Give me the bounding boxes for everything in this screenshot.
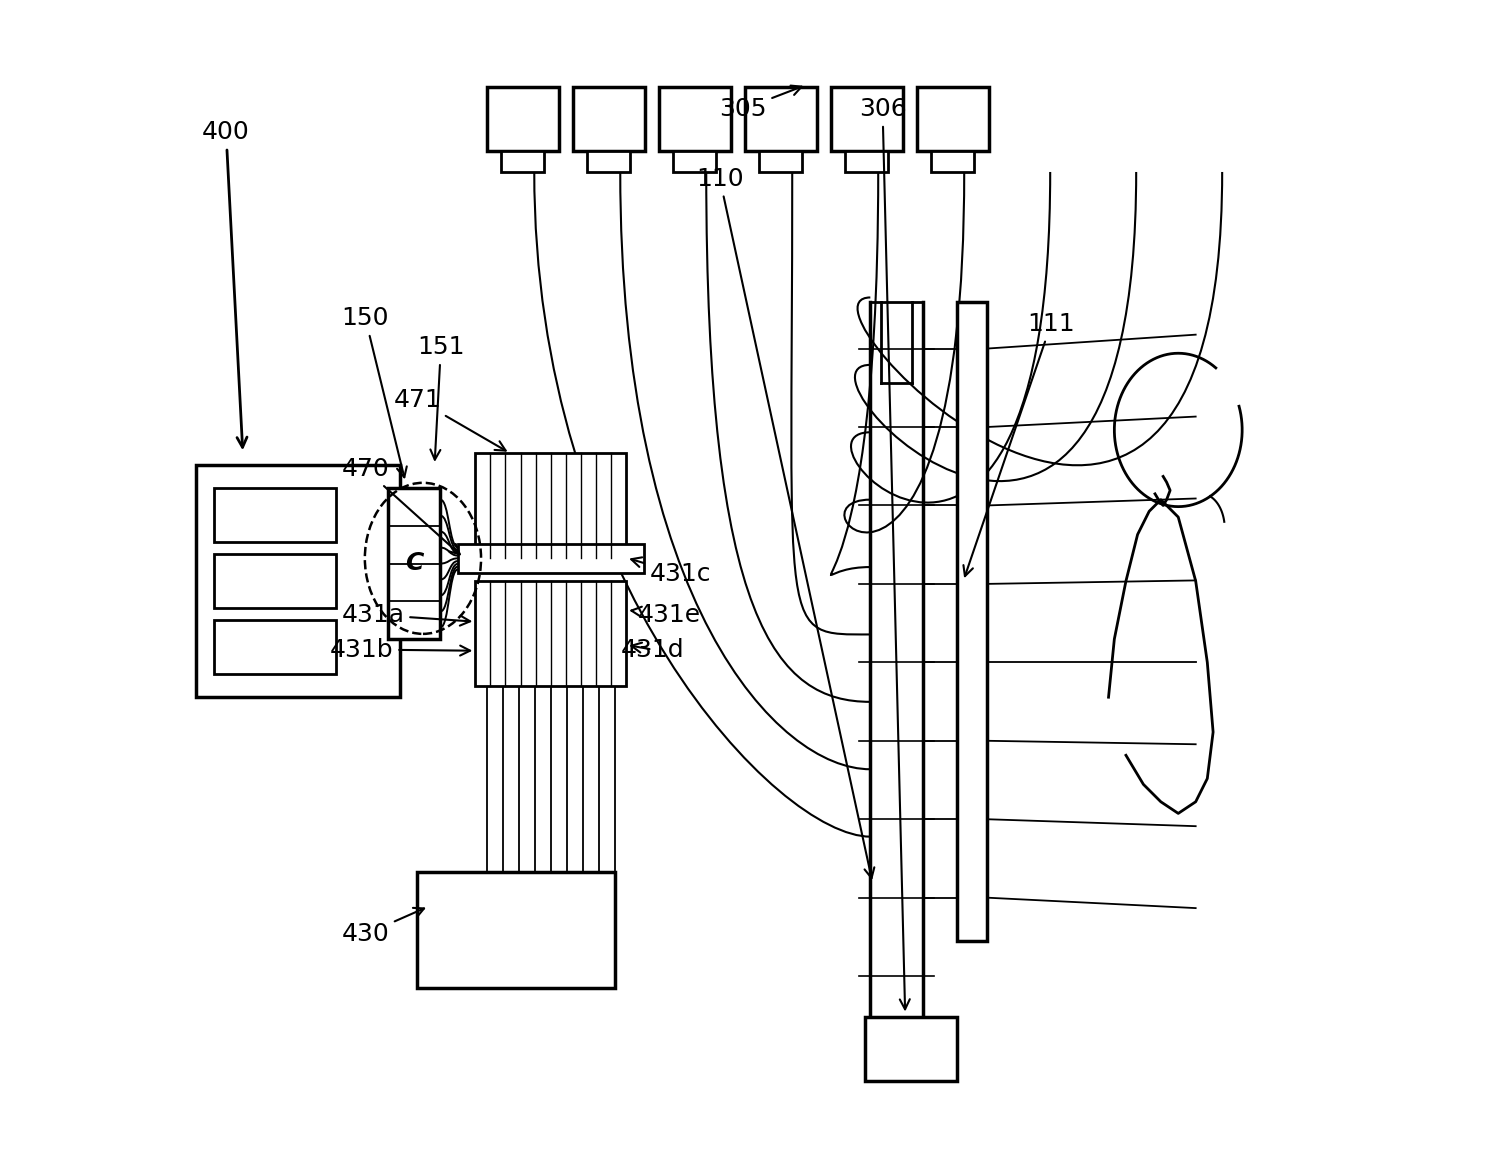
Bar (673, 151, 716, 172)
Text: 471: 471 (394, 388, 506, 451)
Text: 110: 110 (696, 167, 875, 878)
Bar (916, 87, 989, 151)
Text: 431a: 431a (342, 603, 471, 626)
Bar (214, 619, 336, 674)
Bar (502, 151, 545, 172)
Bar (487, 87, 558, 151)
Text: 431c: 431c (631, 558, 711, 586)
Bar (745, 87, 817, 151)
Text: 431e: 431e (631, 603, 701, 626)
Bar (958, 302, 986, 941)
Bar (388, 488, 441, 639)
Bar (759, 151, 802, 172)
Bar (573, 87, 644, 151)
Text: 431b: 431b (330, 638, 471, 661)
Bar (475, 581, 627, 686)
Text: 470: 470 (342, 458, 460, 554)
Bar (845, 151, 888, 172)
Text: 111: 111 (964, 313, 1075, 576)
Bar (196, 465, 399, 697)
Bar (830, 87, 903, 151)
Text: 306: 306 (858, 98, 910, 1010)
Bar (587, 151, 631, 172)
Bar (214, 554, 336, 608)
Text: 305: 305 (719, 86, 802, 121)
Text: 430: 430 (342, 908, 425, 946)
Bar (864, 1017, 958, 1081)
Bar (659, 87, 731, 151)
Bar (475, 453, 627, 558)
Bar (931, 151, 974, 172)
Bar (417, 872, 615, 988)
Bar (457, 544, 643, 573)
Bar (214, 488, 336, 543)
Text: C: C (405, 551, 423, 575)
Text: 431d: 431d (621, 638, 685, 661)
Text: 150: 150 (342, 307, 407, 478)
Text: 400: 400 (202, 121, 249, 447)
Text: 151: 151 (417, 336, 465, 460)
